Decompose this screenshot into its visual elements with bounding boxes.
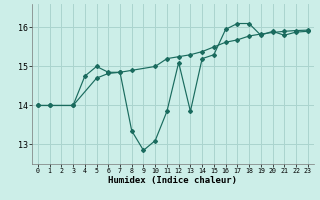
X-axis label: Humidex (Indice chaleur): Humidex (Indice chaleur) <box>108 176 237 185</box>
